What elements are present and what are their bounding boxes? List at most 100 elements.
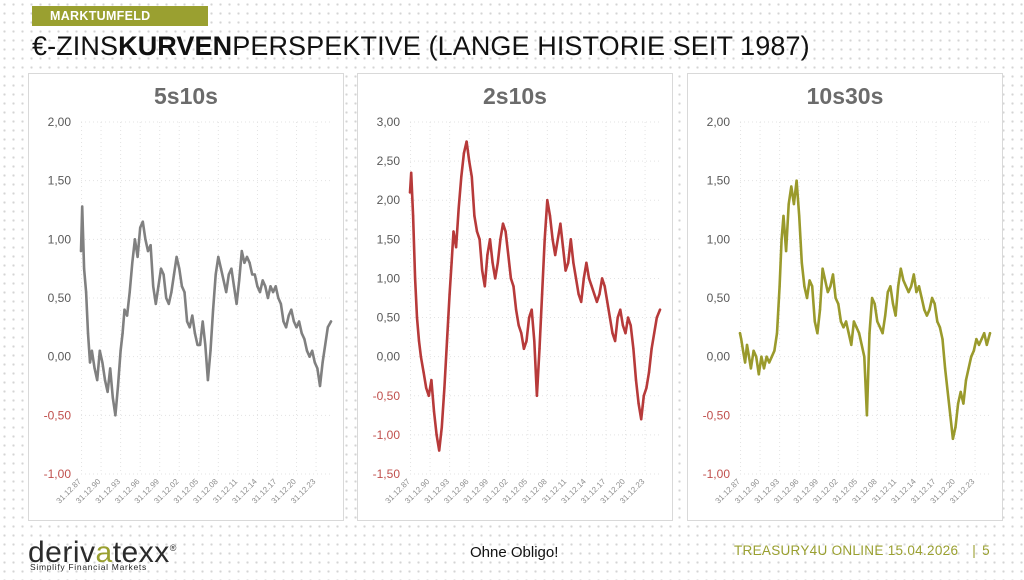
data-point [245,255,249,259]
data-point [111,396,115,399]
footer-info-text: TREASURY4U ONLINE 15.04.2026 [734,543,959,558]
data-point [829,285,832,288]
data-point [494,277,497,280]
data-point [907,290,910,294]
registered-mark: ® [169,543,177,553]
data-point [632,347,635,350]
data-point [438,449,441,452]
data-point [577,292,580,296]
data-point [525,339,528,343]
data-point [780,238,783,241]
data-point [821,267,824,270]
logo-wordmark: derivatexx® [28,533,177,568]
data-point [162,273,165,276]
data-point [847,332,850,335]
derivatexx-logo: derivatexx® Simplify Financial Markets [28,533,178,575]
data-point [415,316,419,319]
data-point [445,339,449,343]
y-tick-label: 1,00 [377,271,401,285]
y-tick-label: 1,50 [48,174,72,188]
data-point [572,261,575,264]
data-point [82,267,86,270]
data-point [491,261,494,264]
data-point [741,349,745,352]
data-point [590,285,593,288]
data-point [975,337,978,341]
data-point [238,279,241,282]
data-point [84,290,88,294]
data-point [316,367,319,370]
data-point [768,361,771,364]
data-point [640,418,643,421]
data-point [422,371,425,374]
data-point [81,205,84,208]
data-point [427,394,430,397]
data-point [440,425,443,429]
y-tick-label: -0,50 [373,389,401,403]
data-point [770,355,773,358]
data-point [165,296,168,300]
data-point [198,343,202,347]
data-point [504,230,507,233]
footer-info: TREASURY4U ONLINE 15.04.2026 | 5 [734,543,990,558]
data-point [473,214,476,218]
data-point [938,326,942,329]
y-tick-label: -1,50 [373,467,401,481]
data-point [582,277,585,280]
data-point [214,273,217,276]
data-point [501,222,505,225]
data-point [470,175,473,178]
data-point [738,332,742,335]
data-point [608,316,612,319]
data-point [792,202,796,206]
data-point [760,355,763,358]
footer-separator: | [972,543,977,558]
data-point [805,296,809,300]
chart-title: 10s30s [806,83,884,109]
data-point [496,261,499,264]
data-point [517,324,520,327]
logo-text-a: deriv [28,536,96,569]
data-point [554,253,557,257]
data-point [292,320,296,323]
data-point [745,343,749,347]
data-point [90,349,94,352]
logo-text-c: texx [112,536,170,569]
data-point [917,285,921,288]
data-point [983,332,986,335]
data-point [240,249,243,253]
data-point [891,302,895,306]
data-point [808,279,811,282]
data-point [101,361,104,364]
data-point [740,337,743,341]
data-point [626,316,630,319]
data-point [136,255,139,259]
data-point [645,386,648,390]
data-point [920,296,923,300]
data-point [253,273,256,276]
data-point [512,285,515,288]
data-point [798,214,801,218]
data-point [172,273,176,276]
data-point [261,279,264,282]
data-point [295,326,298,329]
data-point [329,320,333,323]
data-point [308,355,311,358]
data-point [800,261,803,264]
data-point [287,314,290,317]
y-tick-label: -0,50 [703,408,731,422]
data-point [448,292,451,296]
data-point [183,290,186,294]
data-point [936,320,939,323]
data-point [410,171,413,174]
data-point [154,302,157,306]
section-tag: MARKTUMFELD [32,6,208,26]
footer-note: Ohne Obligo! [470,544,559,561]
y-tick-label: 0,00 [377,350,401,364]
data-point [951,437,955,440]
data-point [232,285,236,288]
data-point [655,316,658,319]
data-point [217,255,220,259]
data-point [964,378,968,382]
data-point [585,261,588,264]
